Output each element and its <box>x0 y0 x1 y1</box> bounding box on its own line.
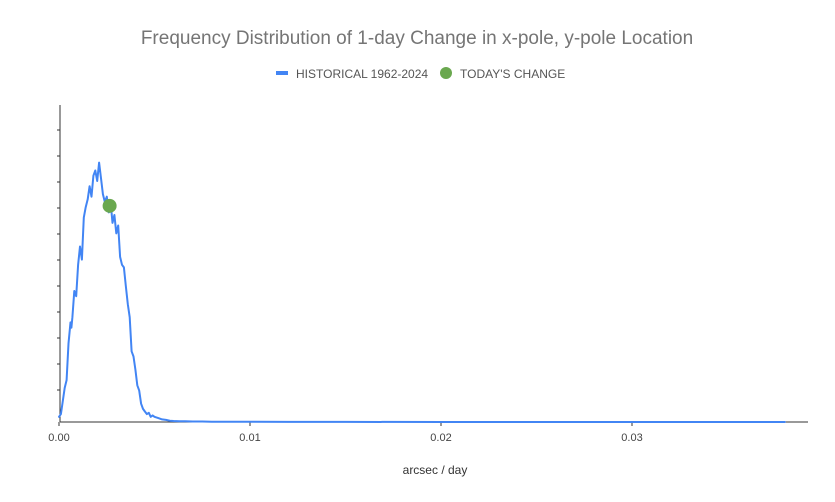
legend-dot-swatch <box>440 67 452 79</box>
series-line-historical <box>58 161 786 423</box>
x-axis-title: arcsec / day <box>403 463 468 477</box>
x-tick-label: 0.01 <box>239 432 260 444</box>
legend-item-historical[interactable]: HISTORICAL 1962-2024 <box>276 67 428 81</box>
legend-line-swatch <box>276 71 288 75</box>
legend-label-today: TODAY'S CHANGE <box>460 67 565 81</box>
x-tick-label: 0.03 <box>621 432 642 444</box>
today-change-point[interactable] <box>102 198 117 213</box>
plot-area: 0.00 0.01 0.02 0.03 <box>48 105 808 444</box>
legend-label-historical: HISTORICAL 1962-2024 <box>296 67 428 81</box>
legend-item-today[interactable]: TODAY'S CHANGE <box>440 67 565 81</box>
legend: HISTORICAL 1962-2024 TODAY'S CHANGE <box>276 67 565 81</box>
x-tick-label: 0.02 <box>430 432 451 444</box>
chart-title: Frequency Distribution of 1-day Change i… <box>141 28 693 49</box>
x-tick-label: 0.00 <box>48 432 69 444</box>
